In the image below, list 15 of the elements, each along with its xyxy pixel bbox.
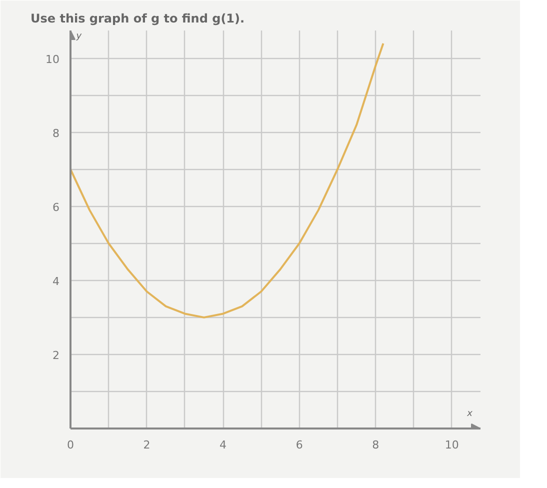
- y-tick-label: 6: [52, 200, 60, 214]
- y-tick-label: 10: [46, 52, 60, 66]
- x-tick-label: 8: [372, 438, 380, 452]
- x-axis-title: x: [466, 409, 474, 420]
- y-tick-label: 4: [52, 274, 60, 288]
- x-tick-label: 2: [143, 438, 150, 452]
- x-tick-label: 10: [444, 438, 459, 452]
- x-tick-label: 0: [67, 438, 74, 452]
- x-tick-label: 6: [296, 438, 303, 452]
- chart-title: Use this graph of g to find g(1).: [30, 12, 245, 26]
- y-tick-label: 8: [52, 126, 60, 140]
- y-tick-label: 2: [52, 348, 60, 362]
- x-tick-label: 4: [220, 438, 227, 452]
- y-axis-title: y: [75, 32, 82, 42]
- line-series: [70, 42, 384, 318]
